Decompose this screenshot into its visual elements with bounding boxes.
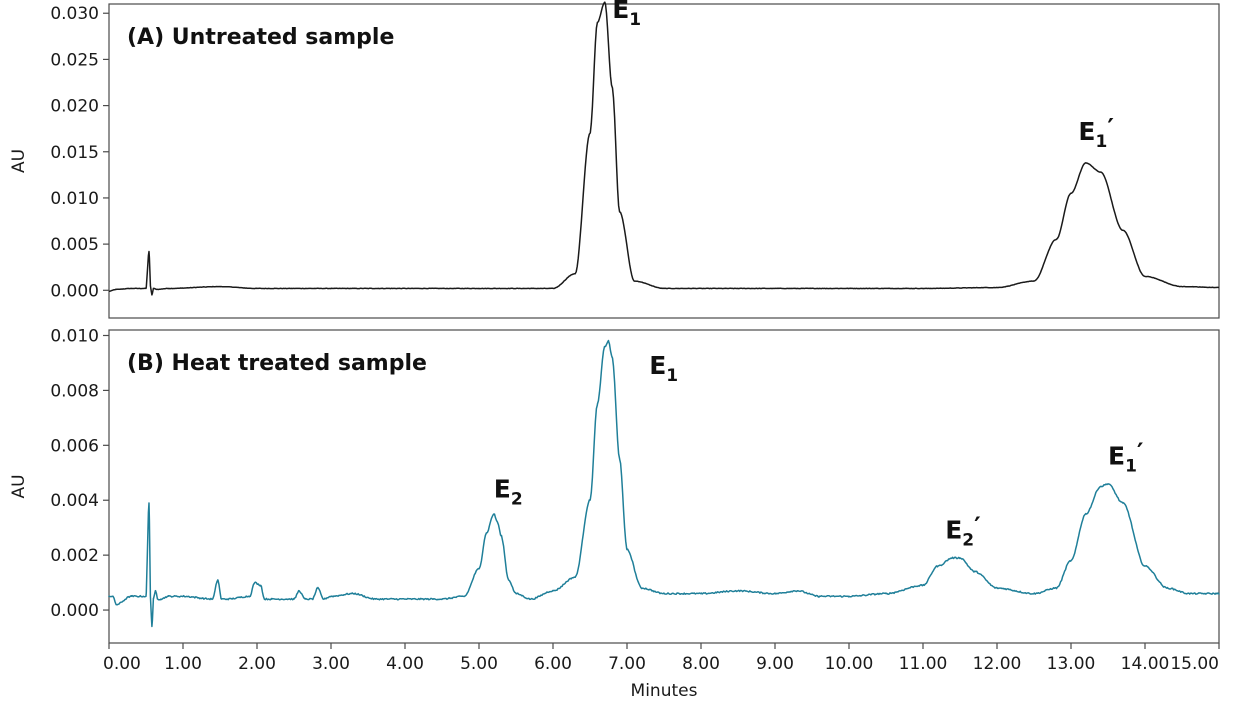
x-tick-label: 9.00 (756, 654, 794, 674)
peak-label: E2′ (945, 512, 981, 551)
x-tick-label: 3.00 (312, 654, 350, 674)
x-tick-label: 0.00 (103, 654, 141, 674)
y-tick-label: 0.004 (50, 491, 99, 511)
peak-label-subscript: 1 (1125, 457, 1137, 477)
x-tick-label: 1.00 (164, 654, 202, 674)
peak-label-letter: E (1078, 117, 1095, 146)
plot-frame (108, 329, 1220, 644)
peak-label-letter: E (945, 516, 962, 545)
x-tick-label: 15.00 (1170, 654, 1219, 674)
y-axis-title: AU (9, 149, 29, 173)
y-tick-label: 0.020 (50, 97, 99, 117)
peak-label: E2 (494, 474, 523, 509)
y-tick-label: 0.010 (50, 326, 99, 346)
y-tick-label: 0.000 (50, 601, 99, 621)
y-tick-label: 0.008 (50, 381, 99, 401)
peak-label-subscript: 2 (962, 531, 974, 551)
peak-label-letter: E (612, 0, 629, 24)
x-tick-label: 10.00 (825, 654, 874, 674)
x-tick-label: 5.00 (460, 654, 498, 674)
x-tick-label: 6.00 (534, 654, 572, 674)
y-tick-label: 0.002 (50, 546, 99, 566)
x-tick-label: 11.00 (899, 654, 948, 674)
panel-a-untreated: 0.000 0.005 0.010 0.015 0.020 0.025 0.030 AU (A)… (9, 0, 1220, 319)
x-tick-label: 13.00 (1047, 654, 1096, 674)
y-tick-label: 0.030 (50, 4, 99, 24)
x-tick-label: 7.00 (608, 654, 646, 674)
peak-label: E1 (612, 0, 641, 30)
peak-label-letter: E (494, 474, 511, 503)
peak-label-prime: ′ (1107, 113, 1114, 142)
y-tick-label: 0.025 (50, 50, 99, 70)
peak-label-subscript: 1 (666, 366, 678, 386)
chromatogram-trace (108, 339, 1220, 628)
panel-title: (A) Untreated sample (127, 25, 394, 50)
peak-label-subscript: 2 (511, 489, 523, 509)
peak-label-prime: ′ (1137, 438, 1144, 467)
peak-label-subscript: 1 (1095, 132, 1107, 152)
plot-frame (108, 3, 1220, 319)
x-tick-label: 12.00 (973, 654, 1022, 674)
y-tick-label: 0.000 (50, 281, 99, 301)
peak-label: E1′ (1108, 438, 1144, 477)
panel-title: (B) Heat treated sample (127, 351, 427, 376)
y-axis-title: AU (9, 474, 29, 498)
peak-label-letter: E (1108, 442, 1125, 471)
peak-label-prime: ′ (974, 512, 981, 541)
x-tick-label: 14.00 (1121, 654, 1170, 674)
y-tick-label: 0.015 (50, 143, 99, 163)
chromatogram-trace (109, 1, 1220, 296)
x-tick-label: 4.00 (386, 654, 424, 674)
peak-label-letter: E (649, 351, 666, 380)
x-axis-title: Minutes (631, 681, 698, 701)
x-tick-label: 2.00 (238, 654, 276, 674)
peak-label: E1′ (1078, 113, 1114, 152)
x-tick-label: 8.00 (682, 654, 720, 674)
y-tick-label: 0.010 (50, 189, 99, 209)
peak-label-subscript: 1 (629, 10, 641, 30)
panel-b-heat-treated: 0.000 0.002 0.004 0.006 0.008 0.010 AU 0.00 1.00… (9, 326, 1220, 701)
y-tick-label: 0.005 (50, 235, 99, 255)
y-tick-label: 0.006 (50, 436, 99, 456)
peak-label: E1 (649, 351, 678, 386)
